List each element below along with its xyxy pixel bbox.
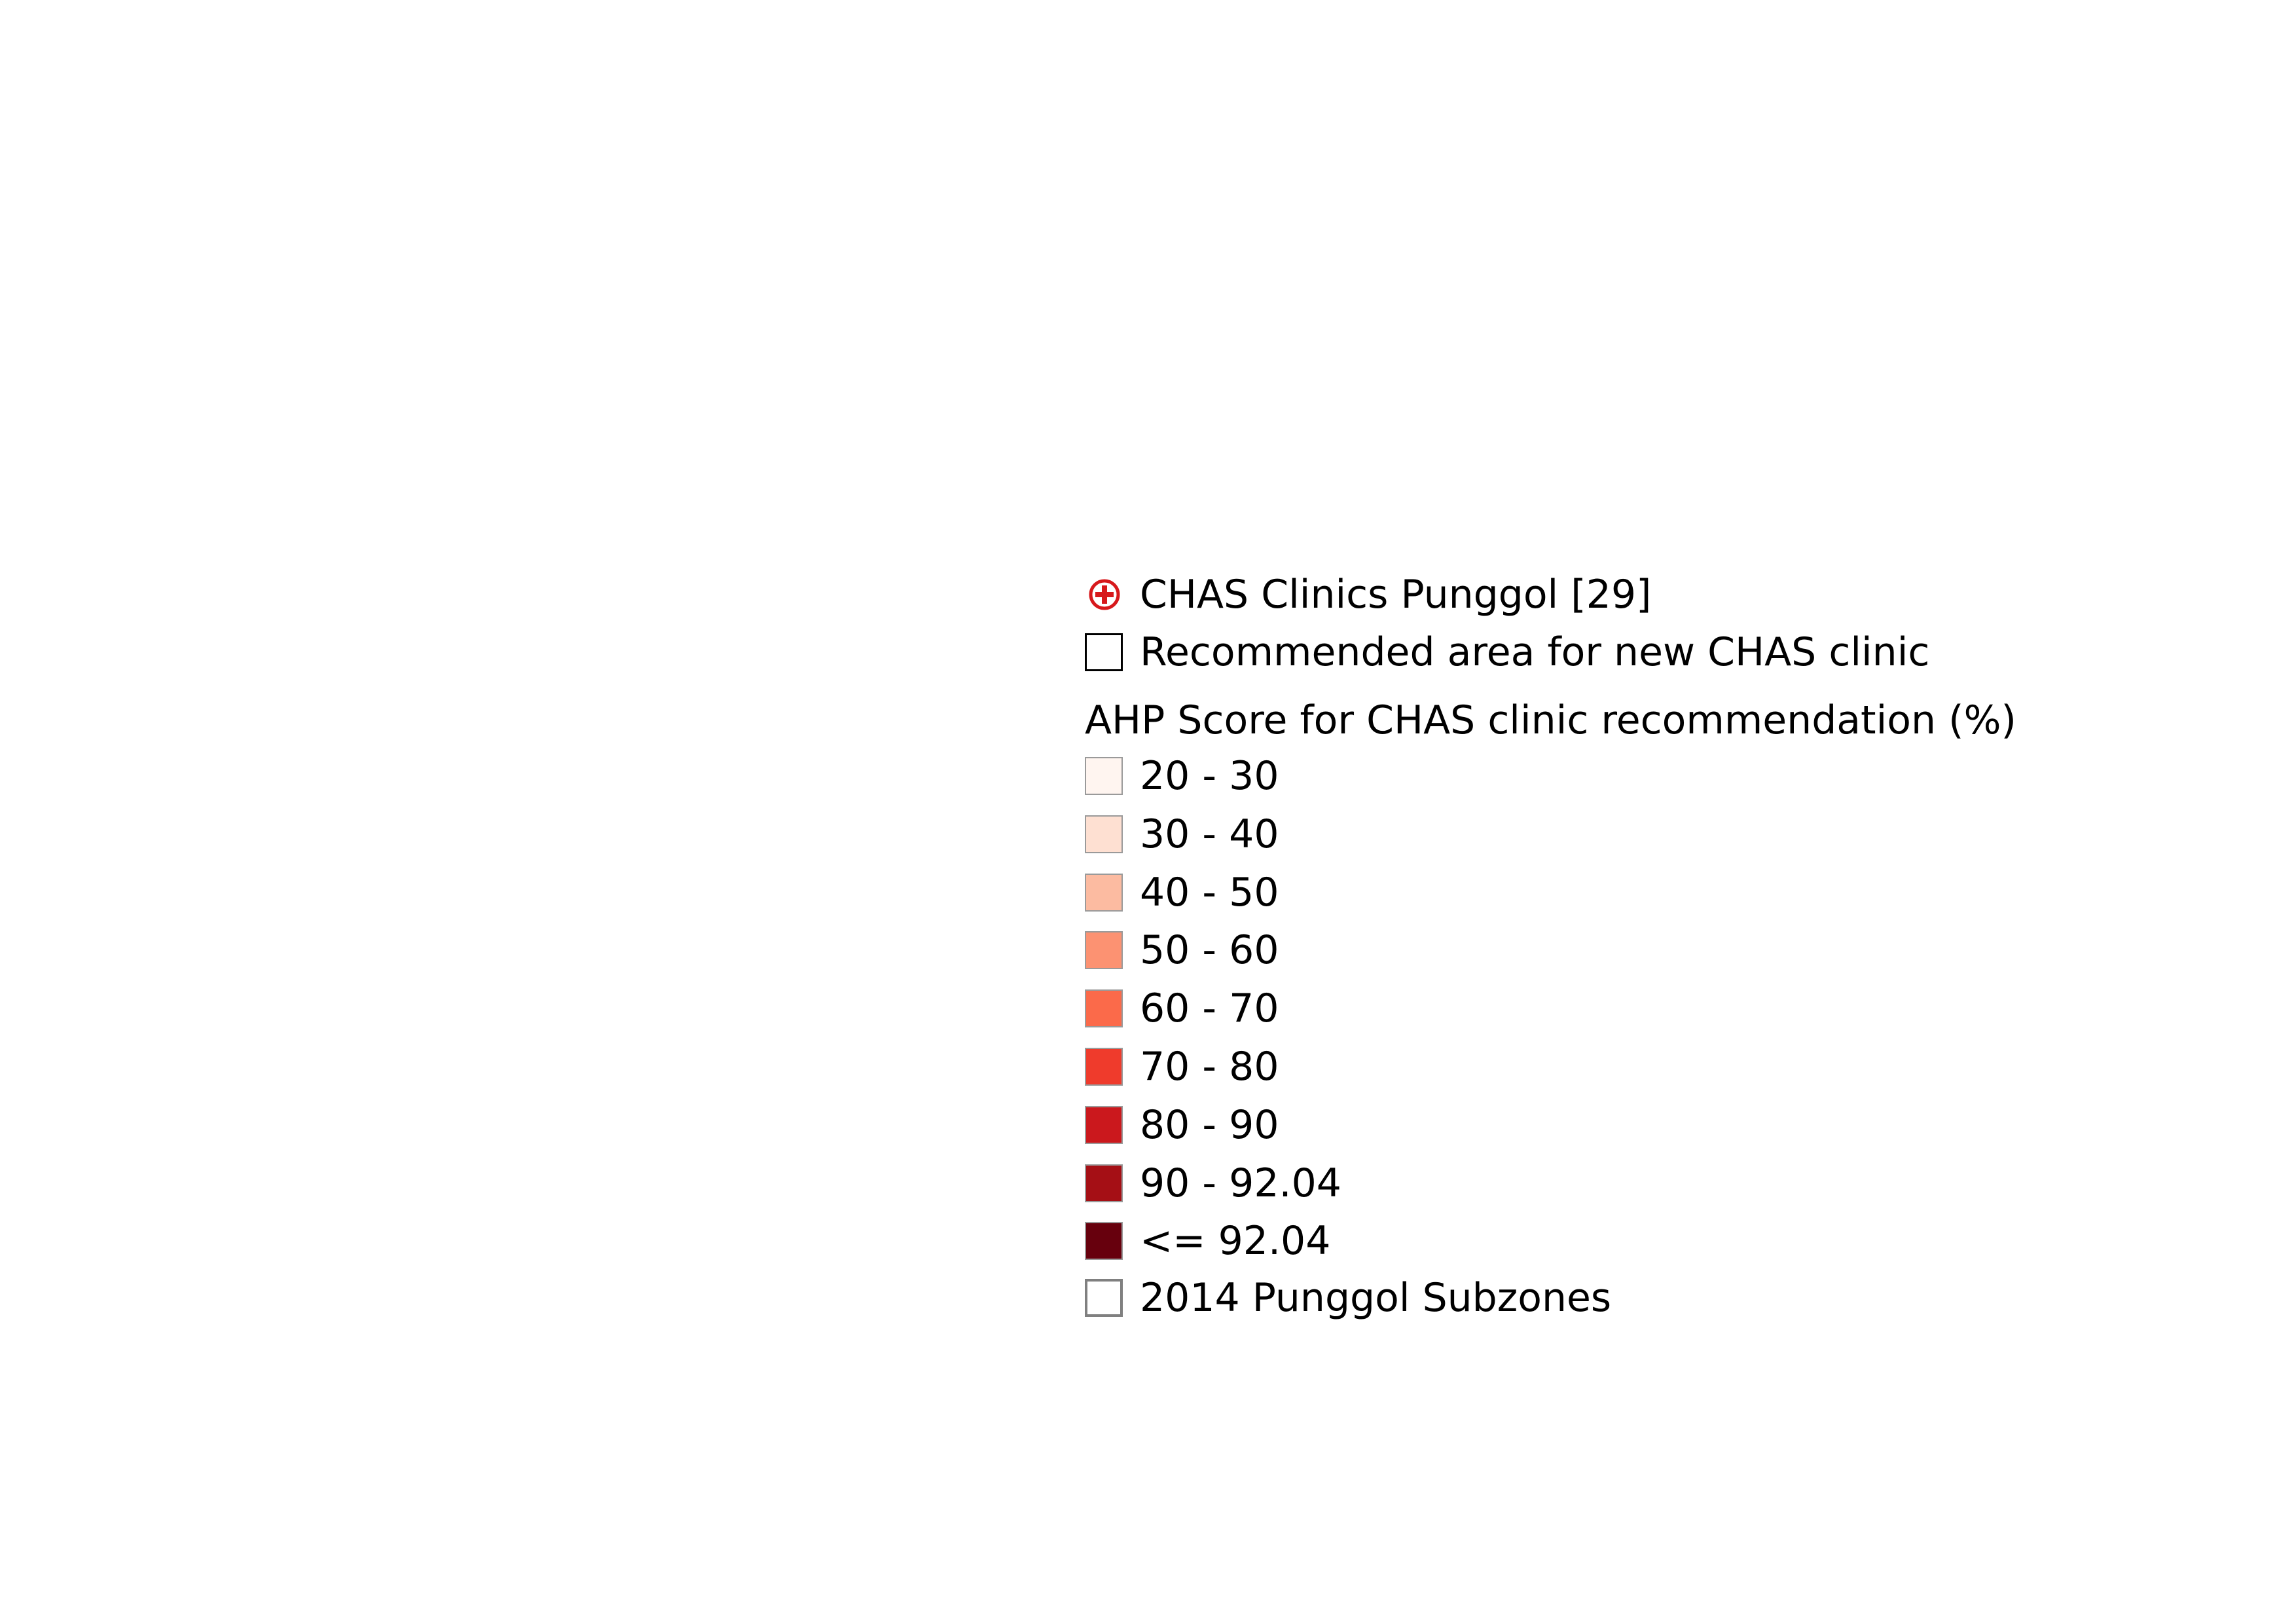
class-label: 50 - 60	[1140, 927, 1279, 974]
subzones-swatch	[1085, 1279, 1123, 1317]
class-color-swatch	[1085, 989, 1123, 1028]
class-label: 70 - 80	[1140, 1044, 1279, 1090]
class-label: 40 - 50	[1140, 869, 1279, 915]
legend-label-recommended-area: Recommended area for new CHAS clinic	[1140, 629, 1930, 675]
class-color-swatch	[1085, 815, 1123, 853]
class-label: 60 - 70	[1140, 986, 1279, 1032]
class-label: 20 - 30	[1140, 753, 1279, 799]
legend-label-chas-clinics: CHAS Clinics Punggol [29]	[1140, 572, 1652, 618]
class-color-swatch	[1085, 873, 1123, 912]
class-label: 90 - 92.04	[1140, 1160, 1341, 1206]
class-color-swatch	[1085, 931, 1123, 970]
class-color-swatch	[1085, 1048, 1123, 1086]
class-color-swatch	[1085, 1222, 1123, 1261]
class-color-swatch	[1085, 757, 1123, 795]
red-cross-circle-icon	[1089, 579, 1120, 610]
class-color-swatch	[1085, 1164, 1123, 1202]
class-label: <= 92.04	[1140, 1218, 1331, 1264]
recommended-area-swatch	[1085, 633, 1123, 671]
legend-label-subzones: 2014 Punggol Subzones	[1140, 1275, 1612, 1321]
class-label: 30 - 40	[1140, 811, 1279, 857]
class-label: 80 - 90	[1140, 1101, 1279, 1148]
class-color-swatch	[1085, 1105, 1123, 1144]
legend-title-ahp-score: AHP Score for CHAS clinic recommendation…	[1085, 697, 2016, 743]
